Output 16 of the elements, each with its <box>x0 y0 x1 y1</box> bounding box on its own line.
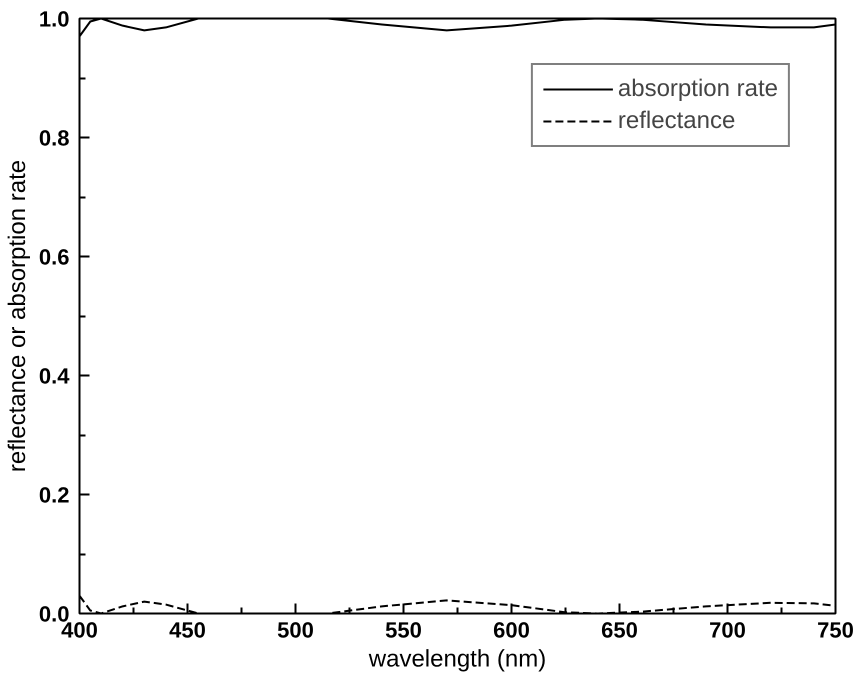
legend-label: absorption rate <box>618 75 778 103</box>
x-tick-label: 750 <box>817 618 854 642</box>
x-tick-label: 700 <box>709 618 746 642</box>
y-axis-title: reflectance or absorption rate <box>4 160 31 472</box>
x-tick-label: 450 <box>169 618 206 642</box>
y-tick-label: 1.0 <box>38 6 70 32</box>
y-tick-label: 0.4 <box>38 364 70 388</box>
y-tick-label: 0.6 <box>38 244 70 270</box>
x-tick-label: 600 <box>493 618 530 642</box>
y-tick-label: 0.8 <box>38 126 70 150</box>
y-tick-label: 0.2 <box>38 482 70 508</box>
x-tick-label: 550 <box>385 618 422 642</box>
x-tick-label: 500 <box>277 618 314 642</box>
legend-label: reflectance <box>618 107 736 135</box>
x-tick-label: 650 <box>601 618 638 642</box>
x-axis-title: wavelength (nm) <box>368 646 546 672</box>
